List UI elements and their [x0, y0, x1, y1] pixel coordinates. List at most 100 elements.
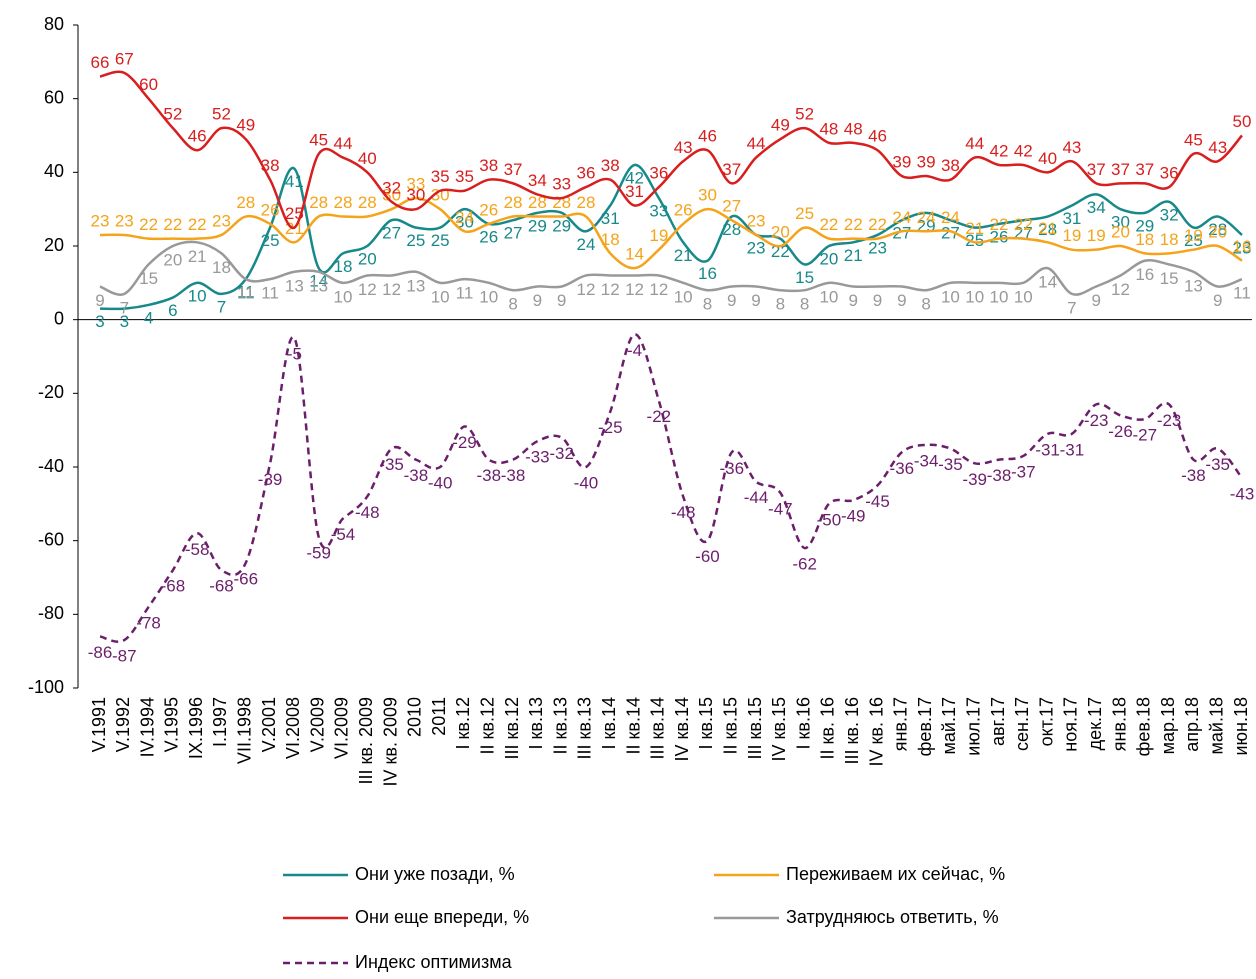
data-label: 27 — [504, 224, 523, 243]
data-label: 23 — [1233, 238, 1252, 257]
x-tick-label: I кв.14 — [599, 697, 619, 749]
data-label: 22 — [163, 215, 182, 234]
data-label: 28 — [358, 193, 377, 212]
data-label: 21 — [674, 246, 693, 265]
data-label: -39 — [258, 470, 283, 489]
data-label: 22 — [1014, 215, 1033, 234]
data-label: 26 — [479, 227, 498, 246]
x-tick-label: VI.2008 — [283, 697, 303, 759]
data-label: 25 — [261, 231, 280, 250]
x-tick-label: IV кв. 2009 — [380, 697, 400, 787]
data-label: 36 — [649, 164, 668, 183]
data-label: 31 — [625, 182, 644, 201]
x-tick-label: окт.17 — [1036, 697, 1056, 746]
data-label: 35 — [431, 167, 450, 186]
data-label: -5 — [287, 345, 302, 364]
data-label: 13 — [285, 276, 304, 295]
data-label: 26 — [479, 200, 498, 219]
data-label: 7 — [217, 297, 226, 316]
data-label: 20 — [358, 249, 377, 268]
data-label: 28 — [1208, 220, 1227, 239]
data-label: 23 — [747, 238, 766, 257]
data-label: -50 — [817, 510, 842, 529]
x-tick-label: май.17 — [939, 697, 959, 754]
data-label: 21 — [188, 247, 207, 266]
data-label: 25 — [965, 231, 984, 250]
data-label: -23 — [1084, 411, 1109, 430]
data-label: 8 — [508, 295, 517, 314]
series-line — [99, 196, 1243, 270]
data-label: 38 — [261, 156, 280, 175]
data-label: 24 — [576, 235, 595, 254]
data-label: 9 — [751, 291, 760, 310]
data-label: 43 — [674, 138, 693, 157]
data-label: 23 — [115, 211, 134, 230]
data-label: 34 — [528, 171, 547, 190]
data-label: -23 — [1157, 411, 1182, 430]
data-label: 18 — [1160, 230, 1179, 249]
data-label: 19 — [1087, 226, 1106, 245]
x-tick-label: II кв.13 — [550, 697, 570, 754]
data-label: 9 — [1213, 291, 1222, 310]
data-label: 49 — [771, 116, 790, 135]
data-label: -87 — [112, 647, 137, 666]
data-label: -35 — [938, 455, 963, 474]
data-label: 8 — [800, 295, 809, 314]
data-label: 28 — [504, 193, 523, 212]
data-label: 37 — [1135, 160, 1154, 179]
data-label: 66 — [91, 53, 110, 72]
data-label: 24 — [917, 208, 936, 227]
data-label: 52 — [163, 105, 182, 124]
x-tick-label: II кв.14 — [623, 697, 643, 754]
x-tick-label: I кв.13 — [526, 697, 546, 749]
data-label: 42 — [990, 141, 1009, 160]
series-line — [99, 240, 1243, 296]
data-label: 37 — [1111, 160, 1130, 179]
x-tick-label: IV.1994 — [137, 697, 157, 757]
data-label: -25 — [598, 418, 623, 437]
data-label: 35 — [455, 167, 474, 186]
data-label: 28 — [722, 220, 741, 239]
data-label: 43 — [1062, 138, 1081, 157]
data-label: 30 — [382, 186, 401, 205]
data-label: 10 — [819, 287, 838, 306]
data-label: -37 — [1011, 462, 1036, 481]
data-label: -38 — [476, 466, 501, 485]
x-tick-label: I кв.15 — [696, 697, 716, 749]
data-label: 10 — [334, 287, 353, 306]
data-label: -47 — [768, 499, 793, 518]
data-label: 25 — [1184, 231, 1203, 250]
data-label: 32 — [1160, 205, 1179, 224]
data-label: -78 — [136, 613, 161, 632]
x-tick-label: IV кв. 16 — [866, 697, 886, 766]
data-label: 43 — [1208, 138, 1227, 157]
data-label: 46 — [868, 127, 887, 146]
data-label: 7 — [1067, 298, 1076, 317]
data-label: 10 — [431, 287, 450, 306]
series-line — [99, 163, 1243, 311]
data-label: 8 — [703, 295, 712, 314]
data-label: 36 — [1160, 164, 1179, 183]
data-label: 18 — [1135, 230, 1154, 249]
data-label: 11 — [237, 283, 255, 302]
data-label: 12 — [382, 280, 401, 299]
data-label: 40 — [1038, 149, 1057, 168]
data-label: 23 — [212, 211, 231, 230]
x-tick-label: III кв. 16 — [842, 697, 862, 764]
data-label: -22 — [647, 407, 672, 426]
x-tick-label: ноя.17 — [1061, 697, 1081, 752]
data-label: 26 — [261, 200, 280, 219]
data-label: -36 — [890, 459, 915, 478]
data-label: 9 — [533, 291, 542, 310]
data-label: 9 — [1091, 291, 1100, 310]
data-label: 12 — [358, 280, 377, 299]
series-line — [99, 70, 1243, 229]
data-label: -86 — [88, 643, 113, 662]
data-label: 27 — [722, 197, 741, 216]
data-label: -29 — [452, 433, 477, 452]
data-label: 9 — [873, 291, 882, 310]
data-label: 30 — [698, 186, 717, 205]
x-tick-label: V.2009 — [307, 697, 327, 752]
data-label: -54 — [331, 525, 356, 544]
data-label: -58 — [185, 540, 210, 559]
